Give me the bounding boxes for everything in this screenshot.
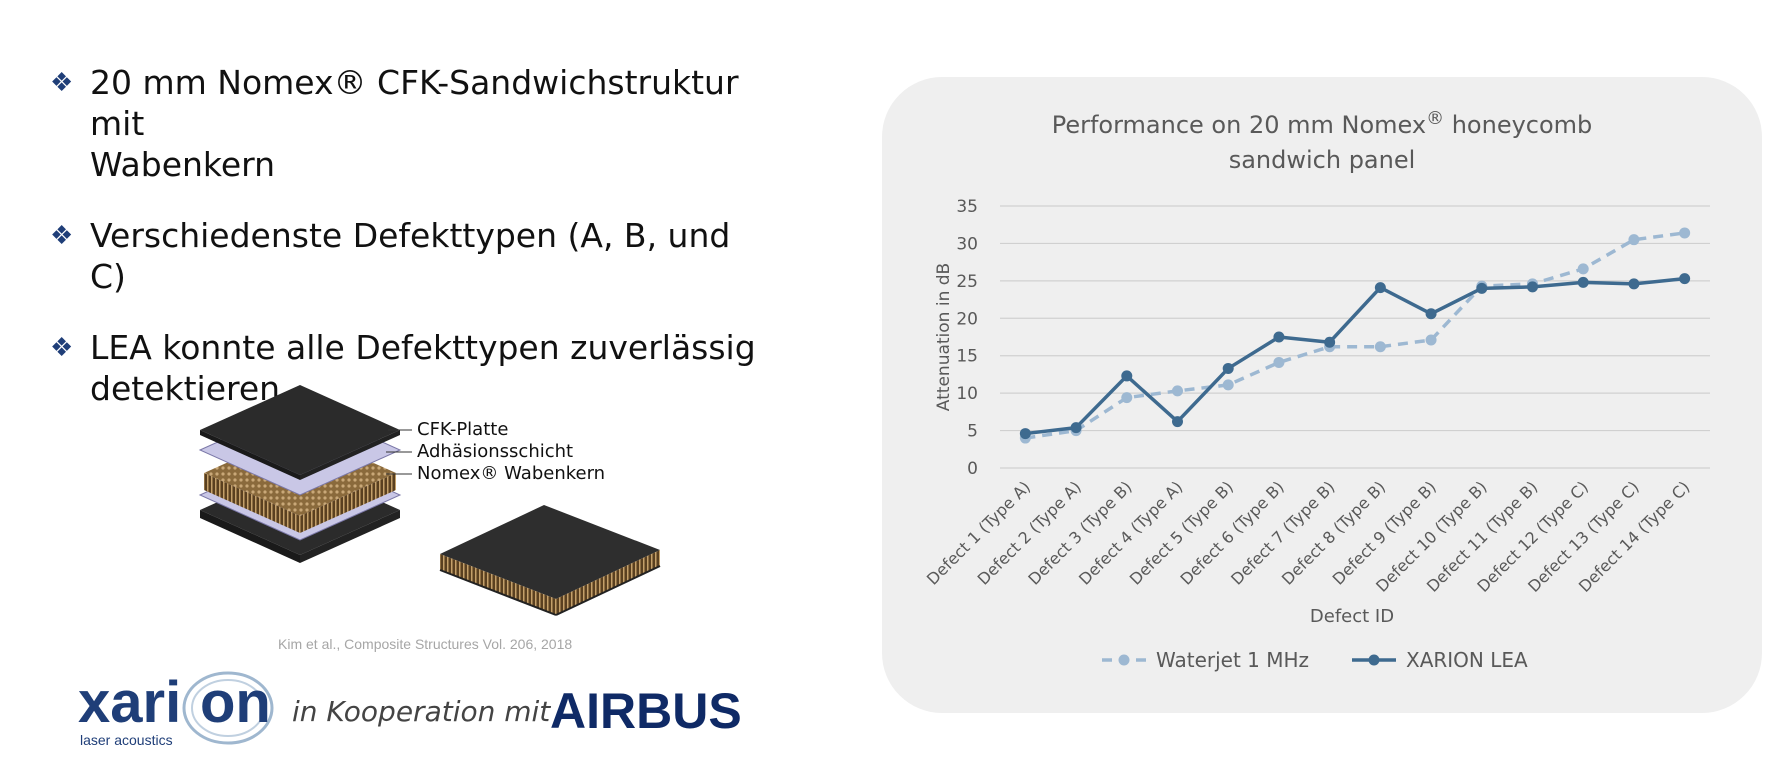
bullet-item: ❖ Verschiedenste Defekttypen (A, B, und … (50, 215, 770, 297)
series-line (1025, 231, 1685, 440)
series-line (1025, 276, 1685, 436)
y-tick-label: 25 (956, 272, 978, 292)
y-tick-label: 0 (967, 459, 978, 479)
data-point (1070, 422, 1082, 434)
bullet-line: 20 mm Nomex® CFK-Sandwichstruktur mit (90, 63, 739, 143)
diamond-bullet-icon: ❖ (50, 332, 74, 362)
diamond-bullet-icon: ❖ (50, 220, 74, 250)
data-point (1222, 362, 1234, 374)
data-point (1527, 281, 1538, 293)
diamond-bullet-icon: ❖ (50, 67, 74, 97)
bullet-list: ❖ 20 mm Nomex® CFK-Sandwichstruktur mit … (50, 62, 770, 439)
y-tick-label: 20 (956, 309, 978, 329)
data-point (1425, 308, 1437, 320)
y-tick-label: 30 (956, 234, 978, 254)
bullet-line: detektieren (90, 369, 281, 408)
bullet-line: Verschiedenste Defekttypen (A, B, und C) (90, 216, 731, 296)
bullet-text: 20 mm Nomex® CFK-Sandwichstruktur mit Wa… (90, 62, 770, 185)
data-point (1222, 379, 1234, 391)
data-point (1577, 263, 1589, 275)
chart-title-line2: sandwich panel (1229, 146, 1416, 174)
label-honeycomb: Nomex® Wabenkern (417, 463, 606, 484)
xarion-tagline: laser acoustics (80, 732, 173, 748)
data-point (1476, 282, 1488, 294)
svg-text:on: on (200, 670, 271, 735)
chart-panel: Performance on 20 mm Nomex® honeycomb san… (882, 77, 1762, 713)
y-tick-label: 10 (956, 384, 978, 404)
data-point (1172, 416, 1183, 428)
data-point (1273, 331, 1285, 343)
legend-marker (1368, 654, 1380, 666)
svg-text:xari: xari (78, 670, 181, 735)
sandwich-structure-diagram: CFK-Platte Adhäsionsschicht Nomex® Waben… (190, 375, 670, 625)
xarion-logo-graphic: xari on (78, 670, 274, 745)
assembled-panel (439, 505, 661, 616)
data-point (1172, 385, 1183, 397)
x-axis-label: Defect ID (1310, 606, 1394, 627)
y-axis-label: Attenuation in dB (934, 263, 954, 411)
data-point (1374, 282, 1386, 294)
sandwich-illustration (198, 385, 661, 616)
xarion-logo: xari on laser acoustics (78, 670, 278, 750)
data-point (1374, 341, 1386, 353)
data-point (1679, 227, 1691, 239)
bullet-item: ❖ 20 mm Nomex® CFK-Sandwichstruktur mit … (50, 62, 770, 185)
y-tick-label: 15 (956, 347, 978, 367)
legend-marker (1118, 654, 1130, 666)
y-tick-label: 5 (967, 422, 978, 442)
legend-label: XARION LEA (1406, 648, 1528, 672)
cooperation-text: in Kooperation mit (292, 695, 551, 728)
y-tick-label: 35 (956, 197, 978, 217)
label-top-plate: CFK-Platte (417, 419, 509, 440)
data-point (1577, 276, 1589, 288)
data-point (1628, 278, 1640, 290)
data-point (1628, 234, 1640, 246)
citation: Kim et al., Composite Structures Vol. 20… (278, 636, 573, 652)
data-point (1273, 356, 1285, 368)
bullet-text: LEA konnte alle Defekttypen zuverlässig … (90, 327, 756, 409)
data-point (1425, 334, 1437, 346)
data-point (1019, 428, 1031, 440)
label-adhesive: Adhäsionsschicht (417, 441, 574, 462)
data-point (1121, 370, 1133, 382)
bullet-line: LEA konnte alle Defekttypen zuverlässig (90, 328, 756, 367)
data-point (1324, 336, 1336, 348)
chart-title: Performance on 20 mm Nomex® honeycomb (1052, 108, 1593, 139)
bullet-text: Verschiedenste Defekttypen (A, B, und C) (90, 215, 770, 297)
bullet-line: Wabenkern (90, 145, 276, 184)
bullet-item: ❖ LEA konnte alle Defekttypen zuverlässi… (50, 327, 770, 409)
data-point (1121, 392, 1133, 404)
airbus-logo: AIRBUS (550, 683, 742, 739)
line-chart: Performance on 20 mm Nomex® honeycomb san… (923, 108, 1710, 672)
data-point (1679, 273, 1691, 285)
legend-label: Waterjet 1 MHz (1156, 648, 1309, 672)
